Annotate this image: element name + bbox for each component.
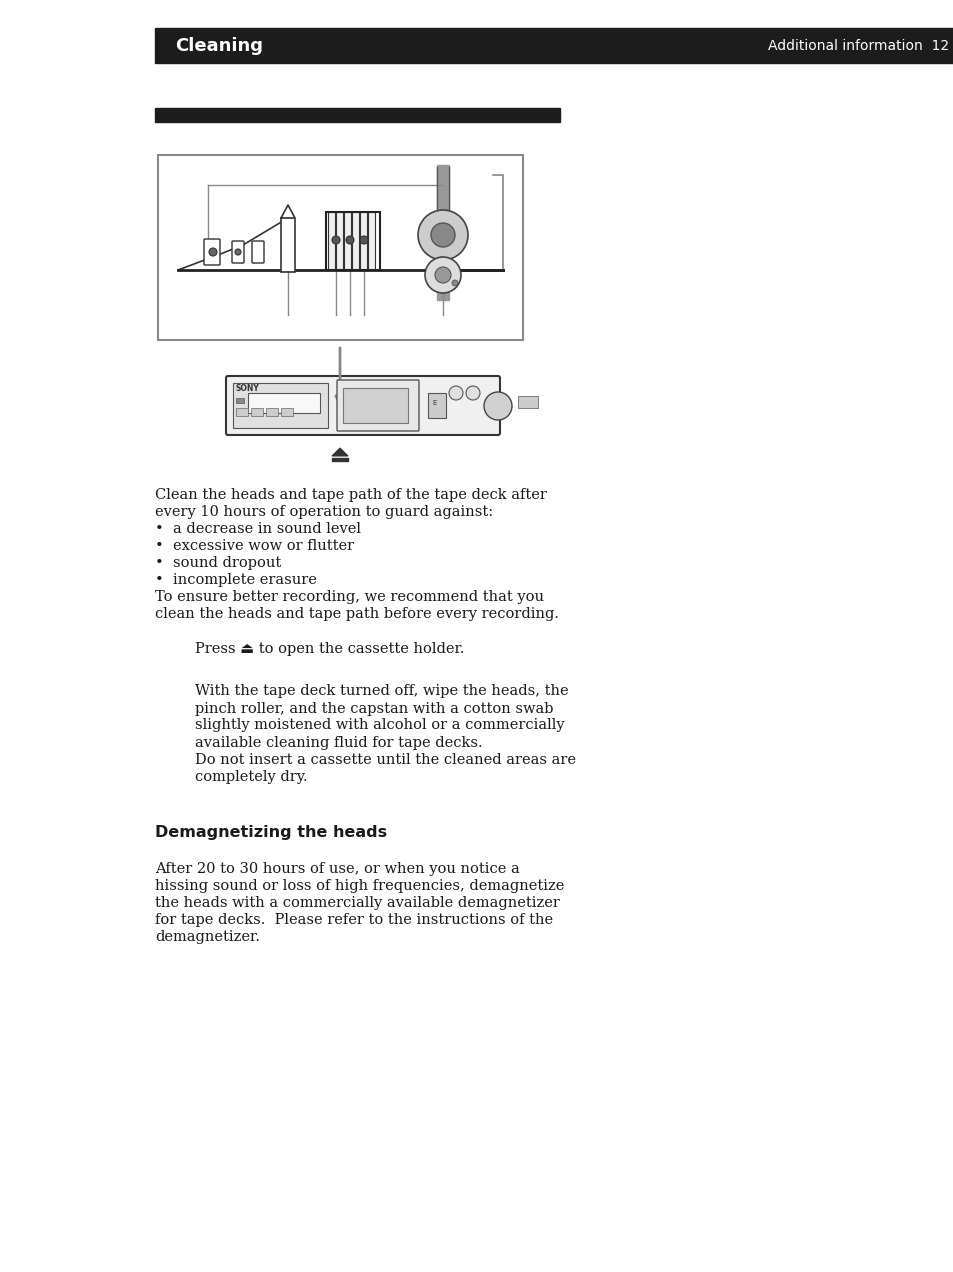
Bar bbox=[235, 398, 244, 403]
Polygon shape bbox=[281, 205, 294, 218]
Text: With the tape deck turned off, wipe the heads, the: With the tape deck turned off, wipe the … bbox=[194, 684, 568, 698]
Text: •  incomplete erasure: • incomplete erasure bbox=[154, 572, 316, 586]
FancyBboxPatch shape bbox=[204, 239, 220, 265]
Text: every 10 hours of operation to guard against:: every 10 hours of operation to guard aga… bbox=[154, 505, 493, 519]
Circle shape bbox=[449, 385, 462, 399]
Bar bbox=[517, 396, 537, 408]
Bar bbox=[154, 28, 953, 64]
Text: hissing sound or loss of high frequencies, demagnetize: hissing sound or loss of high frequencie… bbox=[154, 879, 564, 893]
Text: the heads with a commercially available demagnetizer: the heads with a commercially available … bbox=[154, 895, 559, 909]
Bar bbox=[326, 212, 379, 270]
Text: completely dry.: completely dry. bbox=[194, 770, 307, 784]
Text: SONY: SONY bbox=[235, 384, 259, 393]
Text: pinch roller, and the capstan with a cotton swab: pinch roller, and the capstan with a cot… bbox=[194, 701, 553, 715]
Bar bbox=[235, 408, 248, 416]
Circle shape bbox=[346, 237, 354, 244]
Bar bbox=[281, 218, 294, 272]
Bar bbox=[344, 212, 351, 270]
Bar bbox=[266, 408, 277, 416]
Bar bbox=[368, 212, 375, 270]
Text: demagnetizer.: demagnetizer. bbox=[154, 930, 260, 944]
FancyBboxPatch shape bbox=[252, 240, 264, 263]
Circle shape bbox=[424, 257, 460, 293]
Bar bbox=[343, 388, 408, 424]
Text: •  excessive wow or flutter: • excessive wow or flutter bbox=[154, 539, 354, 553]
FancyBboxPatch shape bbox=[226, 377, 499, 435]
Text: Additional information  12: Additional information 12 bbox=[767, 39, 948, 53]
Text: After 20 to 30 hours of use, or when you notice a: After 20 to 30 hours of use, or when you… bbox=[154, 862, 519, 876]
FancyBboxPatch shape bbox=[158, 155, 522, 340]
Bar bbox=[352, 212, 358, 270]
Bar bbox=[332, 458, 348, 460]
Circle shape bbox=[431, 223, 455, 247]
Circle shape bbox=[417, 210, 468, 259]
Circle shape bbox=[332, 237, 339, 244]
Text: •  a decrease in sound level: • a decrease in sound level bbox=[154, 522, 360, 536]
Text: Clean the heads and tape path of the tape deck after: Clean the heads and tape path of the tap… bbox=[154, 488, 546, 502]
Bar bbox=[359, 212, 367, 270]
Circle shape bbox=[465, 385, 479, 399]
Text: slightly moistened with alcohol or a commercially: slightly moistened with alcohol or a com… bbox=[194, 719, 564, 733]
Bar bbox=[233, 383, 328, 427]
Bar bbox=[154, 108, 559, 122]
Polygon shape bbox=[332, 448, 348, 455]
FancyBboxPatch shape bbox=[336, 380, 418, 431]
Circle shape bbox=[209, 248, 216, 256]
Bar bbox=[335, 212, 343, 270]
Text: Cleaning: Cleaning bbox=[174, 37, 263, 55]
Bar bbox=[251, 408, 263, 416]
Text: E: E bbox=[432, 399, 436, 406]
Bar bbox=[428, 393, 446, 418]
Circle shape bbox=[435, 267, 451, 282]
Text: •  sound dropout: • sound dropout bbox=[154, 556, 281, 570]
Bar bbox=[436, 165, 449, 300]
Text: clean the heads and tape path before every recording.: clean the heads and tape path before eve… bbox=[154, 607, 558, 621]
FancyBboxPatch shape bbox=[232, 240, 244, 263]
Circle shape bbox=[452, 280, 457, 286]
Text: available cleaning fluid for tape decks.: available cleaning fluid for tape decks. bbox=[194, 735, 482, 749]
Text: To ensure better recording, we recommend that you: To ensure better recording, we recommend… bbox=[154, 590, 543, 604]
Bar bbox=[248, 393, 319, 413]
Circle shape bbox=[359, 237, 368, 244]
Circle shape bbox=[234, 249, 241, 254]
Text: Press ⏏ to open the cassette holder.: Press ⏏ to open the cassette holder. bbox=[194, 642, 464, 656]
Text: for tape decks.  Please refer to the instructions of the: for tape decks. Please refer to the inst… bbox=[154, 913, 553, 927]
Text: Demagnetizing the heads: Demagnetizing the heads bbox=[154, 824, 387, 840]
Bar bbox=[281, 408, 293, 416]
Text: Do not insert a cassette until the cleaned areas are: Do not insert a cassette until the clean… bbox=[194, 753, 576, 767]
Bar bbox=[328, 212, 335, 270]
Circle shape bbox=[483, 392, 512, 420]
